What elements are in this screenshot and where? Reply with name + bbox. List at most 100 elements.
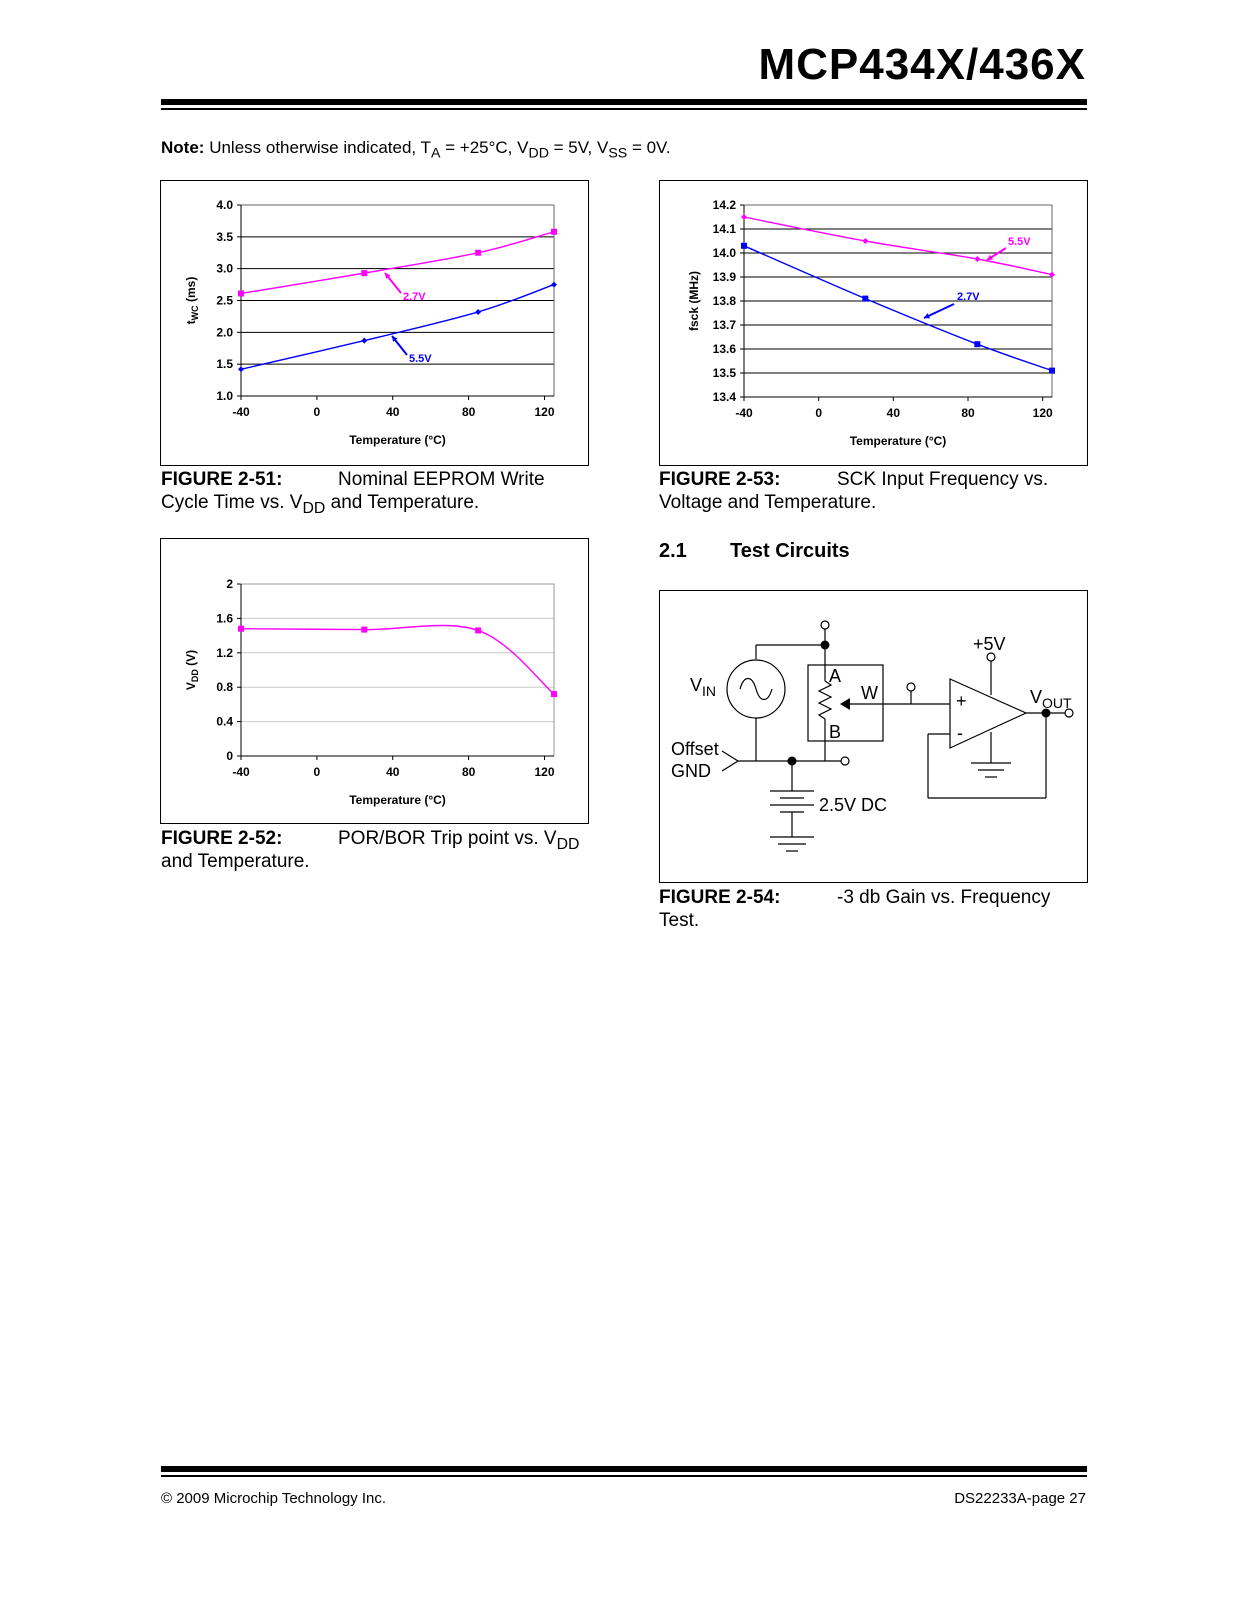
figure-2-52-label: FIGURE 2-52: [161, 828, 283, 849]
y-tick-label: 1.5 [216, 357, 233, 371]
x-tick-label: 80 [961, 406, 975, 420]
figure-2-54-title-b: Test. [659, 910, 700, 931]
label-vin: VIN [690, 675, 716, 699]
y-tick-label: 14.0 [713, 246, 737, 260]
wiper-arrow-icon [840, 698, 850, 710]
data-point [238, 366, 244, 373]
figure-2-53-caption: FIGURE 2-53: SCK Input Frequency vs. Vol… [659, 468, 1089, 514]
data-point [974, 341, 981, 348]
y-tick-label: 3.5 [216, 230, 233, 244]
data-point [361, 626, 368, 633]
x-tick-label: 40 [386, 405, 400, 419]
x-tick-label: 40 [386, 765, 400, 779]
x-tick-label: 80 [462, 405, 476, 419]
y-tick-label: 1.2 [216, 646, 233, 660]
label-gnd: GND [671, 761, 711, 781]
x-axis-label: Temperature (°C) [850, 434, 947, 448]
data-point [551, 228, 557, 235]
y-axis-label: VDD (V) [184, 650, 200, 690]
series-line [743, 245, 1053, 372]
data-point [551, 691, 557, 698]
section-number: 2.1 [659, 540, 687, 562]
y-tick-label: 14.1 [713, 222, 737, 236]
y-tick-label: 13.4 [713, 390, 737, 404]
data-point [238, 290, 244, 297]
plot-area [240, 583, 555, 757]
figure-2-51-title-b: Cycle Time vs. V [161, 492, 303, 513]
x-axis-label: Temperature (°C) [349, 793, 446, 807]
note-line: Note: Unless otherwise indicated, TA = +… [161, 138, 671, 161]
y-tick-label: 2 [226, 577, 233, 591]
label-plus5v: +5V [973, 634, 1006, 654]
label-dc: 2.5V DC [819, 795, 887, 815]
data-point [238, 625, 244, 632]
terminal-vout [1064, 708, 1074, 718]
section-heading: 2.1 Test Circuits [659, 540, 850, 563]
label-opamp-minus: - [957, 723, 963, 743]
note-text-3: = 5V, V [548, 138, 609, 157]
figure-2-54-caption: FIGURE 2-54: -3 db Gain vs. Frequency Te… [659, 886, 1089, 932]
data-point [974, 256, 981, 262]
y-tick-label: 1.6 [216, 611, 233, 625]
figure-2-51-frame: 1.0 1.5 2.0 2.5 3.0 3.5 4.0 -40 0 40 80 120 Temperat… [160, 180, 589, 466]
y-tick-label: 4.0 [216, 198, 233, 212]
data-point [741, 242, 747, 249]
figure-2-54-title-a: -3 db Gain vs. Frequency [837, 887, 1051, 908]
figure-2-51-caption: FIGURE 2-51: Nominal EEPROM Write Cycle … [161, 468, 591, 520]
series-label-arrow [923, 303, 955, 319]
data-point [361, 337, 368, 344]
series-line [240, 283, 555, 370]
y-tick-label: 13.9 [713, 270, 737, 284]
chart-eeprom-write-cycle: 1.0 1.5 2.0 2.5 3.0 3.5 4.0 -40 0 40 80 120 Temperat… [184, 198, 557, 447]
terminal-wiper [906, 682, 916, 692]
y-tick-label: 13.6 [713, 342, 737, 356]
note-text-1: Unless otherwise indicated, T [209, 138, 431, 157]
terminal-plus5v [986, 652, 996, 662]
series-label: 5.5V [409, 353, 432, 365]
arrowhead-icon [392, 336, 398, 342]
y-tick-label: 13.5 [713, 366, 737, 380]
y-axis-label: tWC (ms) [184, 277, 200, 325]
series-line [240, 624, 555, 695]
terminal-top [820, 620, 830, 630]
y-tick-label: 2.0 [216, 325, 233, 339]
note-text-2: = +25°C, V [440, 138, 529, 157]
data-point [862, 238, 869, 244]
label-a: A [829, 666, 841, 686]
x-tick-label: 120 [1033, 406, 1053, 420]
label-w: W [861, 683, 878, 703]
data-point [551, 281, 557, 288]
figure-2-51-title-sub: DD [302, 499, 326, 517]
y-tick-label: 14.2 [713, 198, 737, 212]
chart-por-bor-trip: 0 0.4 0.8 1.2 1.6 2 -40 0 40 80 120 Temperature (°C… [184, 577, 557, 807]
series-label: 2.7V [403, 291, 426, 303]
x-tick-label: 0 [314, 765, 321, 779]
y-tick-label: 13.8 [713, 294, 737, 308]
y-tick-label: 2.5 [216, 294, 233, 308]
series-line [240, 231, 555, 295]
data-point [475, 627, 482, 634]
data-point [475, 308, 482, 315]
arrowhead-icon [987, 254, 993, 260]
data-point [862, 295, 869, 302]
y-tick-label: 1.0 [216, 389, 233, 403]
arrowhead-icon [924, 313, 930, 319]
x-tick-label: 120 [534, 765, 554, 779]
header-rule-thick [161, 99, 1087, 105]
label-b: B [829, 722, 841, 742]
figure-2-51-title-a: Nominal EEPROM Write [338, 469, 545, 490]
label-vout: VOUT [1030, 687, 1072, 711]
x-axis-label: Temperature (°C) [349, 433, 446, 447]
x-tick-label: -40 [232, 765, 250, 779]
figure-2-52-title-b: and Temperature. [161, 851, 310, 872]
footer-page-number: DS22233A-page 27 [954, 1490, 1086, 1507]
label-offset: Offset [671, 739, 719, 759]
data-point [741, 214, 747, 220]
sine-icon [739, 677, 773, 701]
data-point [475, 249, 482, 256]
note-sub-a: A [430, 145, 441, 162]
data-point [1049, 271, 1055, 278]
potentiometer-box [807, 664, 884, 742]
figure-2-52-frame: 0 0.4 0.8 1.2 1.6 2 -40 0 40 80 120 Temperature (°C… [160, 538, 589, 824]
test-circuit-diagram: VIN A B W +5V + - VOUT Offset GND 2.5V D… [671, 620, 1074, 852]
